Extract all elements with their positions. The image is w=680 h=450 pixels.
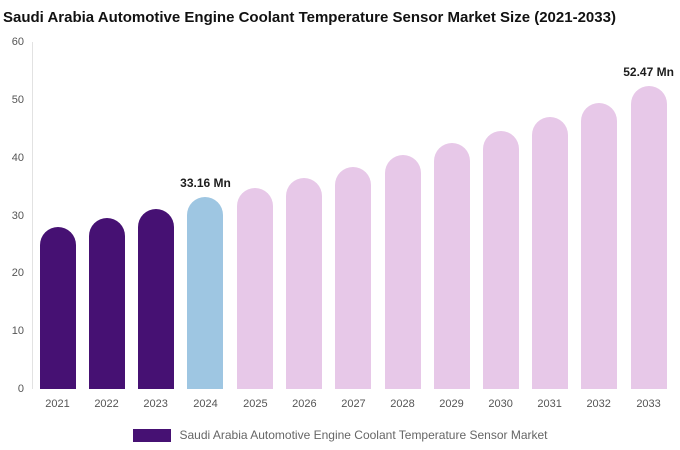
plot-area: 2021 2022 2023 33.16 Mn 2024 2025 2026 2027 2028… [32, 42, 674, 410]
bar-2021 [39, 227, 76, 389]
bar-2028 [384, 155, 421, 389]
x-axis-label: 2028 [390, 398, 415, 410]
y-axis-label: 60 [11, 36, 24, 48]
bar-column: 2027 [329, 42, 378, 410]
bar-column: 2028 [378, 42, 427, 410]
bar-2027 [335, 166, 372, 389]
x-axis-label: 2032 [586, 398, 611, 410]
y-axis-label: 20 [11, 267, 24, 280]
bar-2023 [137, 209, 174, 389]
bar-2026 [286, 177, 323, 389]
bar-column: 2021 [33, 42, 82, 410]
y-axis-label: 10 [11, 325, 24, 338]
y-axis-label: 40 [11, 151, 24, 164]
bar-2031 [531, 117, 568, 389]
legend: Saudi Arabia Automotive Engine Coolant T… [0, 428, 680, 442]
x-axis-label: 2022 [94, 398, 119, 410]
x-axis-label: 2024 [193, 398, 218, 410]
x-axis-label: 2030 [488, 398, 513, 410]
x-axis-label: 2027 [341, 398, 366, 410]
x-axis-label: 2021 [45, 398, 70, 410]
y-axis-label: 50 [11, 93, 24, 106]
y-axis-label: 0 [17, 383, 24, 395]
y-axis: 0 10 20 30 40 50 60 [0, 36, 26, 395]
x-axis-label: 2033 [636, 398, 661, 410]
x-axis-label: 2029 [439, 398, 464, 410]
x-axis-label: 2026 [292, 398, 317, 410]
legend-swatch [132, 428, 171, 442]
bars: 2021 2022 2023 33.16 Mn 2024 2025 2026 2027 2028… [33, 42, 674, 410]
bar-column: 52.47 Mn 2033 [623, 42, 674, 410]
y-axis-label: 30 [11, 209, 24, 222]
bar-2025 [237, 188, 274, 389]
legend-label: Saudi Arabia Automotive Engine Coolant T… [179, 428, 548, 442]
bar-2022 [88, 217, 125, 389]
bar-value-label: 33.16 Mn [180, 176, 231, 191]
bar-column: 2029 [427, 42, 476, 410]
x-axis-label: 2023 [143, 398, 168, 410]
chart-title: Saudi Arabia Automotive Engine Coolant T… [3, 9, 616, 26]
bar-2024 [187, 197, 224, 389]
bar-column: 2030 [476, 42, 525, 410]
bar-column: 2022 [82, 42, 131, 410]
bar-column: 33.16 Mn 2024 [180, 42, 231, 410]
bar-value-label: 52.47 Mn [623, 64, 674, 79]
x-axis-label: 2025 [243, 398, 268, 410]
bar-column: 2026 [280, 42, 329, 410]
bar-column: 2023 [131, 42, 180, 410]
bar-column: 2025 [231, 42, 280, 410]
bar-2030 [482, 130, 519, 389]
x-axis-label: 2031 [537, 398, 562, 410]
bar-2032 [580, 102, 617, 389]
bar-column: 2031 [525, 42, 574, 410]
bar-2033 [630, 85, 667, 389]
bar-column: 2032 [574, 42, 623, 410]
bar-2029 [433, 143, 470, 389]
